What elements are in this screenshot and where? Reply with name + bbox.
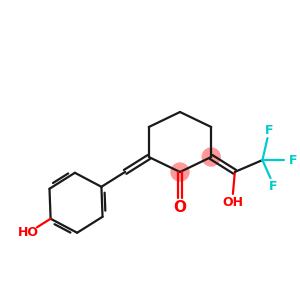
Circle shape bbox=[202, 148, 220, 166]
Text: HO: HO bbox=[18, 226, 39, 239]
Text: O: O bbox=[173, 200, 187, 214]
Text: OH: OH bbox=[222, 196, 243, 209]
Circle shape bbox=[171, 163, 189, 181]
Text: F: F bbox=[289, 154, 298, 166]
Text: F: F bbox=[269, 180, 278, 193]
Text: F: F bbox=[265, 124, 274, 136]
